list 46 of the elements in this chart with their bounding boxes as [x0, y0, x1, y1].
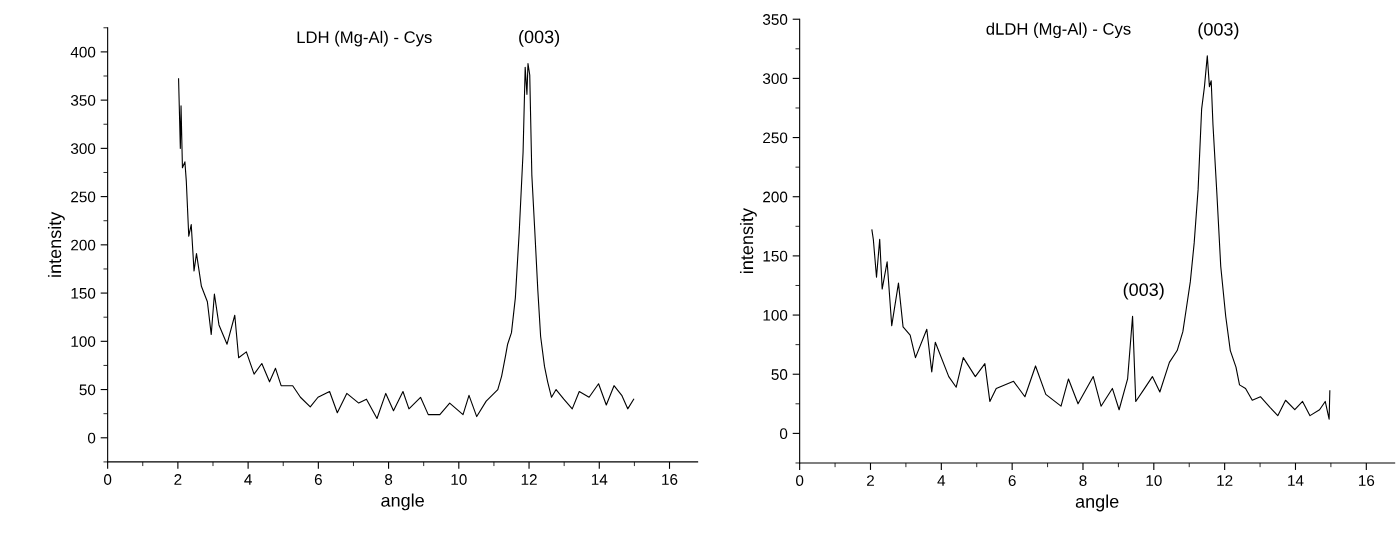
- x-tick-label: 10: [451, 474, 467, 485]
- y-tick-label: 300: [762, 73, 788, 85]
- x-tick-label: 6: [1008, 475, 1016, 487]
- chart-title: LDH (Mg-Al) - Cys: [297, 30, 432, 47]
- x-axis-title: angle: [381, 493, 424, 511]
- x-tick-label: 6: [314, 474, 322, 485]
- y-tick-label: 100: [71, 336, 96, 347]
- x-tick-label: 4: [244, 474, 252, 485]
- y-tick-label: 400: [70, 46, 96, 58]
- y-tick-label: 0: [87, 432, 96, 444]
- y-tick-label: 50: [79, 384, 96, 396]
- x-tick-label: 4: [937, 475, 946, 486]
- y-tick-label: 100: [763, 309, 788, 321]
- annotation: (003): [519, 29, 560, 47]
- x-tick-label: 16: [662, 474, 678, 485]
- y-tick-label: 50: [771, 369, 788, 380]
- x-tick-label: 14: [1288, 475, 1304, 486]
- annotation: (003): [1198, 22, 1239, 40]
- x-tick-label: 16: [1358, 475, 1375, 487]
- y-tick-label: 150: [763, 250, 788, 262]
- x-tick-label: 2: [867, 475, 874, 486]
- y-tick-label: 300: [70, 143, 96, 155]
- x-tick-label: 8: [1079, 475, 1087, 487]
- y-tick-label: 350: [762, 14, 788, 25]
- y-axis-title: intensity: [47, 211, 65, 277]
- x-tick-label: 0: [103, 474, 112, 485]
- y-tick-label: 250: [71, 191, 96, 203]
- x-tick-label: 14: [591, 474, 608, 485]
- y-tick-label: 0: [779, 428, 788, 440]
- x-tick-label: 10: [1146, 475, 1162, 487]
- x-tick-label: 2: [174, 474, 182, 485]
- x-tick-label: 12: [1217, 475, 1233, 486]
- x-tick-label: 8: [384, 474, 393, 485]
- line-series: [871, 55, 1331, 420]
- y-tick-label: 350: [70, 94, 96, 106]
- chart-title: dLDH (Mg-Al) - Cys: [986, 22, 1131, 39]
- y-tick-label: 150: [71, 287, 96, 299]
- y-axis-title: intensity: [739, 208, 757, 274]
- x-tick-label: 12: [521, 474, 537, 485]
- line-series: [178, 62, 635, 420]
- y-tick-label: 200: [763, 191, 788, 203]
- x-axis-title: angle: [1075, 494, 1119, 512]
- y-tick-label: 200: [71, 239, 96, 251]
- x-tick-label: 0: [796, 475, 804, 487]
- y-tick-label: 250: [763, 132, 788, 144]
- annotation: (003): [1123, 282, 1164, 300]
